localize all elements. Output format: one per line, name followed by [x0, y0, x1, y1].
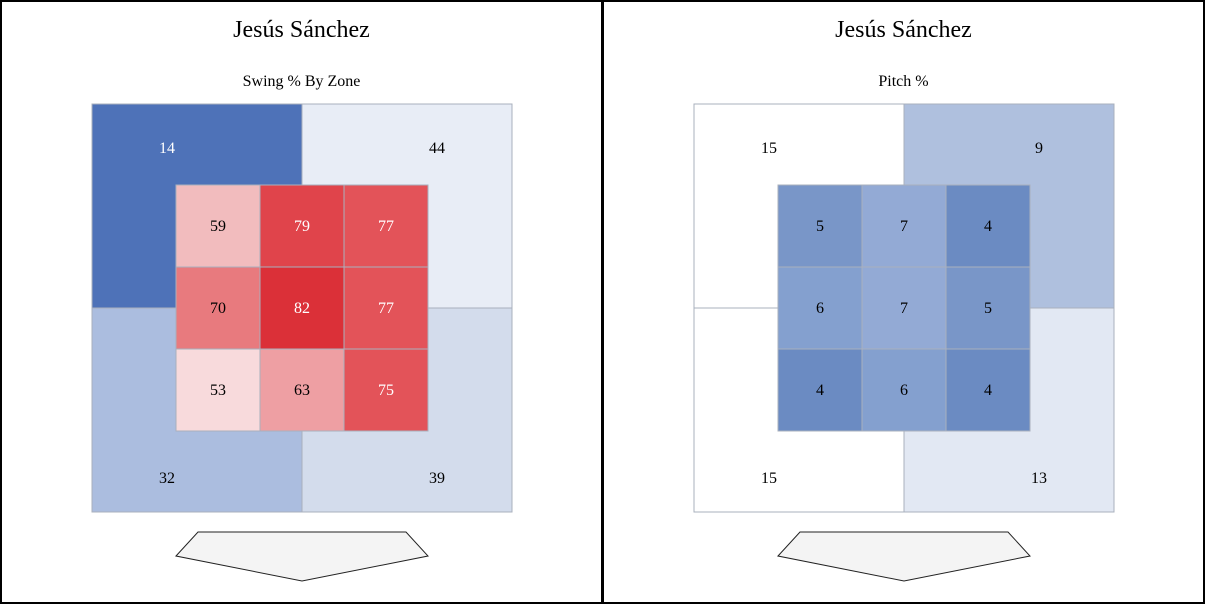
swing-percent-panel: Jesús Sánchez Swing % By Zone 1444323959…	[0, 0, 603, 604]
pitch-zone-chart: 15 9 15 13 5 7 4 6 7 5 4 6 4	[604, 2, 1203, 602]
inner-zone-value: 6	[816, 300, 824, 317]
inner-zone-value: 5	[816, 218, 824, 235]
inner-zone-value: 7	[900, 300, 908, 317]
outer-zone-value: 14	[159, 140, 175, 157]
outer-zone-value: 9	[1035, 140, 1043, 157]
inner-zone-value: 53	[210, 382, 226, 399]
inner-zone-value: 70	[210, 300, 226, 317]
outer-zone-value: 13	[1031, 470, 1047, 487]
home-plate	[778, 532, 1030, 581]
inner-zone-value: 77	[378, 300, 394, 317]
outer-zone-value: 15	[761, 140, 777, 157]
inner-zone-value: 63	[294, 382, 310, 399]
inner-zone-value: 59	[210, 218, 226, 235]
inner-zone-value: 6	[900, 382, 908, 399]
inner-zone-value: 79	[294, 218, 310, 235]
inner-zone-value: 82	[294, 300, 310, 317]
inner-zone-value: 7	[900, 218, 908, 235]
inner-zone-value: 5	[984, 300, 992, 317]
swing-zone-chart: 14 44 32 39 59 79 77 70 82 77 53 63 75	[2, 2, 601, 602]
inner-zone-value: 4	[984, 218, 992, 235]
inner-zone-value: 77	[378, 218, 394, 235]
outer-zone-value: 15	[761, 470, 777, 487]
inner-zone-value: 4	[816, 382, 824, 399]
pitch-percent-panel: Jesús Sánchez Pitch % 1591513574675464	[602, 0, 1205, 604]
inner-zone-value: 75	[378, 382, 394, 399]
home-plate	[176, 532, 428, 581]
inner-zone-value: 4	[984, 382, 992, 399]
outer-zone-value: 39	[429, 470, 445, 487]
outer-zone-value: 44	[429, 140, 445, 157]
outer-zone-value: 32	[159, 470, 175, 487]
